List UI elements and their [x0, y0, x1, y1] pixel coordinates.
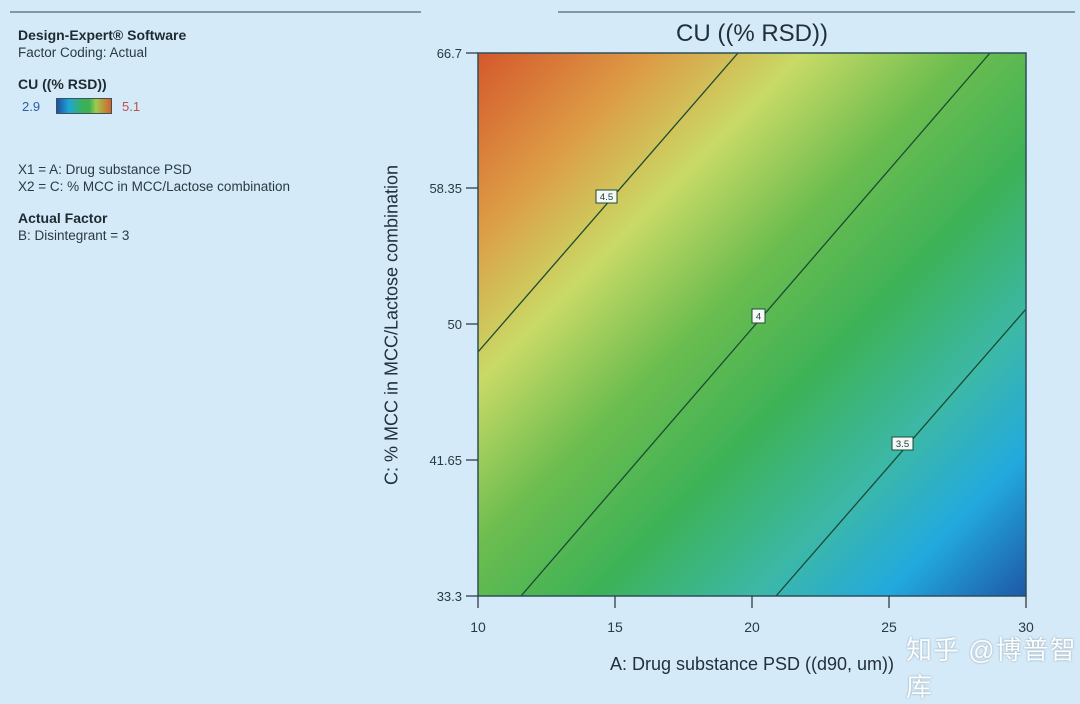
x-axis-tick-labels: 10 15 20 25 30 — [470, 619, 1034, 635]
zhihu-watermark: 知乎 @博普智库 — [906, 635, 1077, 702]
factor-coding: Factor Coding: Actual — [18, 45, 148, 60]
contour-line-4 — [520, 53, 991, 596]
software-title: Design-Expert® Software — [18, 27, 187, 43]
contour-label-4.5: 4.5 — [595, 189, 618, 204]
actual-factor-title: Actual Factor — [18, 210, 108, 226]
y-tick-58.35: 58.35 — [429, 181, 462, 196]
svg-text:4.5: 4.5 — [600, 192, 613, 203]
contour-label-4: 4 — [751, 308, 766, 324]
x-tick-30: 30 — [1018, 619, 1034, 635]
actual-factor-value: B: Disintegrant = 3 — [18, 228, 130, 243]
y-axis-tick-labels: 66.7 58.35 50 41.65 33.3 — [429, 46, 462, 604]
colorbar-max: 5.1 — [122, 98, 141, 114]
svg-text:4: 4 — [756, 312, 761, 323]
x-tick-15: 15 — [607, 619, 623, 635]
plot-area — [478, 53, 1026, 596]
colorbar-row: 2.9 5.1 — [18, 98, 398, 114]
y-tick-33.3: 33.3 — [437, 589, 462, 604]
legend-panel: Design-Expert® Software Factor Coding: A… — [18, 27, 398, 243]
top-rule-right — [558, 11, 1075, 13]
x2-definition: X2 = C: % MCC in MCC/Lactose combination — [18, 179, 290, 194]
response-name: CU ((% RSD)) — [18, 76, 107, 92]
x1-definition: X1 = A: Drug substance PSD — [18, 162, 192, 177]
y-tick-66.7: 66.7 — [437, 46, 462, 61]
svg-text:3.5: 3.5 — [896, 439, 909, 450]
chart-title: CU ((% RSD)) — [676, 20, 828, 47]
x-axis-ticks — [477, 596, 1027, 608]
contour-line-3.5 — [775, 308, 1026, 596]
x-tick-25: 25 — [881, 619, 897, 635]
contour-label-3.5: 3.5 — [891, 436, 914, 451]
top-rule-left — [10, 11, 421, 13]
y-axis-ticks — [466, 52, 478, 597]
y-tick-50: 50 — [448, 317, 462, 332]
y-tick-41.65: 41.65 — [429, 453, 462, 468]
colorbar-min: 2.9 — [22, 98, 41, 114]
x-tick-20: 20 — [744, 619, 760, 635]
x-axis-label: A: Drug substance PSD ((d90, um)) — [609, 654, 895, 674]
x-tick-10: 10 — [470, 619, 486, 635]
colorbar — [56, 98, 112, 114]
